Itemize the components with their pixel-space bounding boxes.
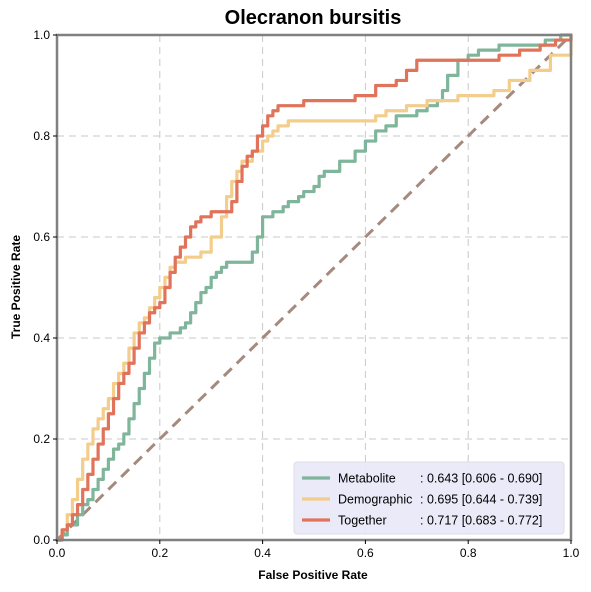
legend-auc-1: : 0.695 [0.644 - 0.739] — [420, 493, 542, 507]
x-tick-label-1: 0.2 — [151, 546, 168, 560]
series-line-metabolite — [55, 33, 573, 542]
x-tick-label-2: 0.4 — [254, 546, 271, 560]
plot-frame — [55, 33, 573, 542]
legend-box — [293, 461, 565, 535]
series-line-together — [55, 33, 573, 542]
y-tick-label-3: 0.6 — [33, 230, 50, 244]
chance-diagonal-line — [55, 33, 573, 542]
legend-auc-2: : 0.717 [0.683 - 0.772] — [420, 514, 542, 528]
grid-lines — [57, 35, 571, 540]
y-tick-label-2: 0.4 — [33, 331, 50, 345]
legend-name-1: Demographic — [338, 493, 412, 507]
y-tick-label-1: 0.2 — [33, 432, 50, 446]
x-tick-label-4: 0.8 — [460, 546, 477, 560]
legend-name-0: Metabolite — [338, 472, 396, 486]
y-axis-label: True Positive Rate — [9, 235, 23, 339]
x-tick-label-3: 0.6 — [357, 546, 374, 560]
y-tick-label-4: 0.8 — [33, 129, 50, 143]
series-lines — [55, 33, 573, 542]
legend-auc-0: : 0.643 [0.606 - 0.690] — [420, 472, 542, 486]
x-tick-label-5: 1.0 — [563, 546, 580, 560]
axis-ticks: 0.0 0.2 0.4 0.6 0.8 1.0 0.0 0.2 0.4 0.6 0.8 1.0 — [33, 28, 579, 560]
legend: Metabolite : 0.643 [0.606 - 0.690] Demogra… — [293, 461, 565, 535]
series-line-demographic — [55, 33, 573, 542]
y-tick-label-5: 1.0 — [33, 28, 50, 42]
x-axis-label: False Positive Rate — [258, 568, 368, 582]
x-tick-label-0: 0.0 — [49, 546, 66, 560]
legend-name-2: Together — [338, 514, 387, 528]
chart-title: Olecranon bursitis — [225, 7, 402, 29]
y-tick-label-0: 0.0 — [33, 533, 50, 547]
